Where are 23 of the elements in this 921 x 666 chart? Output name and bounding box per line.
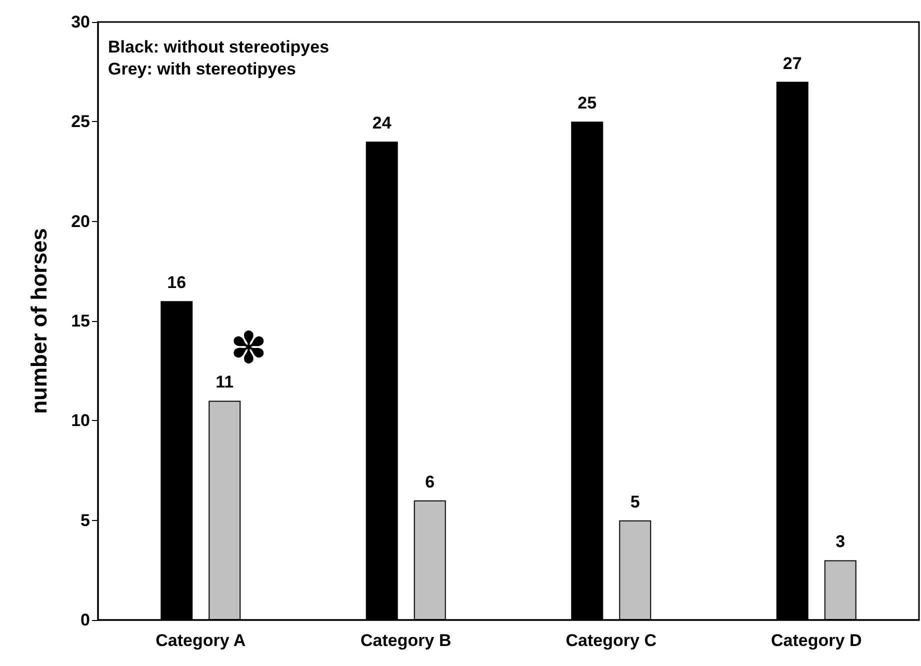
data-label: 6: [425, 472, 435, 492]
data-label: 11: [216, 372, 234, 392]
data-label: 25: [578, 94, 597, 113]
data-label: 16: [167, 273, 186, 292]
annotation: Grey: with stereotipyes: [108, 60, 296, 78]
y-tick-label: 25: [71, 112, 90, 132]
data-label: 27: [782, 54, 802, 73]
annotation: Black: without stereotipyes: [108, 38, 330, 56]
y-tick-label: 15: [71, 312, 90, 330]
y-tick-label: 10: [71, 411, 90, 430]
data-label: 24: [372, 114, 392, 133]
x-tick-label: Category D: [771, 631, 862, 650]
data-label: 3: [836, 532, 846, 552]
annotation: ✽: [230, 323, 268, 374]
y-tick-label: 5: [80, 510, 90, 530]
y-tick-label: 0: [80, 610, 90, 630]
y-axis-title: number of horses: [26, 228, 52, 414]
y-tick-label: 30: [71, 12, 90, 32]
x-tick-label: Category A: [156, 631, 246, 650]
x-tick-label: Category B: [360, 631, 452, 650]
data-label: 5: [630, 492, 640, 512]
y-tick-label: 20: [71, 212, 90, 231]
x-tick-label: Category C: [566, 631, 656, 650]
